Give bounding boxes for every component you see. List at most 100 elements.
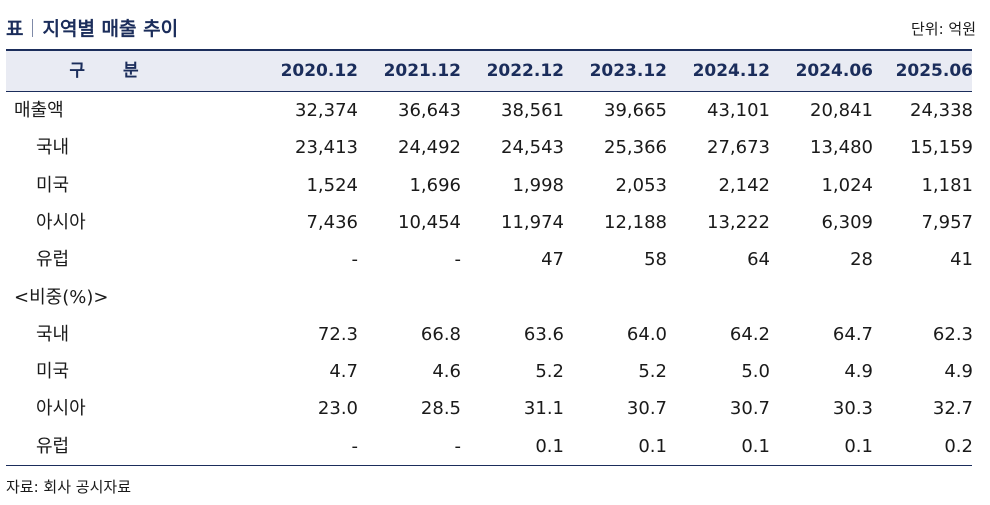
- table-cell: 11,974: [501, 211, 564, 233]
- table-row: 미국 1,524 1,696 1,998 2,053 2,142 1,024 1,181: [0, 167, 990, 204]
- table-cell: [258, 279, 358, 316]
- table-cell: 5.2: [638, 361, 667, 383]
- row-label: 미국: [36, 361, 70, 383]
- table-title-row: 표 지역별 매출 추이 단위: 억원: [6, 12, 976, 42]
- table-cell: 0.2: [944, 435, 973, 457]
- table-row: 미국 4.7 4.6 5.2 5.2 5.0 4.9 4.9: [0, 353, 990, 390]
- table-cell: 20,841: [810, 100, 873, 121]
- unit-note: 단위: 억원: [910, 20, 976, 38]
- row-label: 유럽: [36, 249, 70, 271]
- table-cell: 25,366: [604, 137, 667, 159]
- table-cell: 23,413: [295, 137, 358, 159]
- header-column: 2024.12: [692, 61, 770, 81]
- table-cell: 4.9: [944, 361, 973, 383]
- table-cell: -: [454, 435, 462, 457]
- row-label: 아시아: [36, 211, 86, 233]
- table-cell: 1,998: [512, 174, 564, 196]
- table-cell: 1,181: [921, 174, 973, 196]
- table-cell: [873, 279, 973, 316]
- table-cell: 12,188: [604, 211, 667, 233]
- table-cell: 15,159: [910, 137, 973, 159]
- table-cell: 1,024: [821, 174, 873, 196]
- table-cell: 10,454: [398, 211, 461, 233]
- table-cell: 62.3: [932, 323, 973, 345]
- table-cell: 30.7: [729, 398, 770, 420]
- table-row: 유럽 - - 47 58 64 28 41: [0, 241, 990, 278]
- table-title-text: 지역별 매출 추이: [42, 18, 179, 40]
- table-cell: -: [351, 435, 359, 457]
- table-cell: 1,696: [409, 174, 461, 196]
- row-label: 국내: [36, 323, 70, 345]
- table-row: 국내 72.3 66.8 63.6 64.0 64.2 64.7 62.3: [0, 316, 990, 353]
- table-cell: 7,957: [921, 211, 973, 233]
- header-label: 구 분: [69, 61, 155, 81]
- table-cell: 0.1: [844, 435, 873, 457]
- table-cell: 4.6: [432, 361, 461, 383]
- row-label: <비중(%)>: [14, 286, 109, 308]
- table-cell: -: [454, 249, 462, 271]
- table-cell: 0.1: [535, 435, 564, 457]
- table-title: 표 지역별 매출 추이: [6, 14, 178, 41]
- table-cell: [464, 279, 564, 316]
- header-column: 2020.12: [280, 61, 358, 81]
- header-column: 2022.12: [486, 61, 564, 81]
- row-label: 매출액: [14, 100, 64, 121]
- table-cell: -: [351, 249, 359, 271]
- table-cell: 0.1: [638, 435, 667, 457]
- table-cell: 63.6: [523, 323, 564, 345]
- table-cell: 24,492: [398, 137, 461, 159]
- source-note: 자료: 회사 공시자료: [6, 478, 131, 496]
- table-cell: 4.7: [329, 361, 358, 383]
- table-cell: 30.3: [832, 398, 873, 420]
- table-cell: 31.1: [523, 398, 564, 420]
- table-cell: 4.9: [844, 361, 873, 383]
- table-cell: 0.1: [741, 435, 770, 457]
- table-cell: 23.0: [317, 398, 358, 420]
- table-cell: 27,673: [707, 137, 770, 159]
- table-cell: 64: [747, 249, 770, 271]
- header-column: 2024.06: [795, 61, 873, 81]
- table-cell: 24,338: [910, 100, 973, 121]
- row-label: 아시아: [36, 398, 86, 420]
- title-separator: [32, 19, 34, 37]
- row-label: 미국: [36, 174, 70, 196]
- table-cell: 5.0: [741, 361, 770, 383]
- table-cell: [361, 279, 461, 316]
- table-row: 국내 23,413 24,492 24,543 25,366 27,673 13,480 15…: [0, 129, 990, 166]
- table-cell: 64.2: [729, 323, 770, 345]
- table-cell: 1,524: [306, 174, 358, 196]
- table-cell: 32,374: [295, 100, 358, 121]
- table-cell: 41: [950, 249, 973, 271]
- table-cell: 58: [644, 249, 667, 271]
- table-row: <비중(%)>: [0, 279, 990, 316]
- table-cell: 39,665: [604, 100, 667, 121]
- table-cell: 72.3: [317, 323, 358, 345]
- table-cell: 6,309: [821, 211, 873, 233]
- table-row: 아시아 7,436 10,454 11,974 12,188 13,222 6,309 7,9…: [0, 204, 990, 241]
- table-cell: [670, 279, 770, 316]
- table-cell: 2,142: [718, 174, 770, 196]
- table-cell: [773, 279, 873, 316]
- table-cell: 7,436: [306, 211, 358, 233]
- header-column: 2023.12: [589, 61, 667, 81]
- table-cell: 43,101: [707, 100, 770, 121]
- table-cell: 36,643: [398, 100, 461, 121]
- table-row: 아시아 23.0 28.5 31.1 30.7 30.7 30.3 32.7: [0, 390, 990, 427]
- table-row: 유럽 - - 0.1 0.1 0.1 0.1 0.2: [0, 428, 990, 465]
- table-cell: 13,222: [707, 211, 770, 233]
- table-cell: [567, 279, 667, 316]
- table-title-prefix: 표: [6, 18, 24, 40]
- header-column: 2025.06: [895, 61, 973, 81]
- row-label: 유럽: [36, 435, 70, 457]
- table-cell: 47: [541, 249, 564, 271]
- table-cell: 64.7: [832, 323, 873, 345]
- table-cell: 30.7: [626, 398, 667, 420]
- table-cell: 64.0: [626, 323, 667, 345]
- table-cell: 38,561: [501, 100, 564, 121]
- table-cell: 32.7: [932, 398, 973, 420]
- table-cell: 2,053: [615, 174, 667, 196]
- row-label: 국내: [36, 137, 70, 159]
- table-cell: 5.2: [535, 361, 564, 383]
- table-header: [6, 49, 972, 92]
- table-cell: 24,543: [501, 137, 564, 159]
